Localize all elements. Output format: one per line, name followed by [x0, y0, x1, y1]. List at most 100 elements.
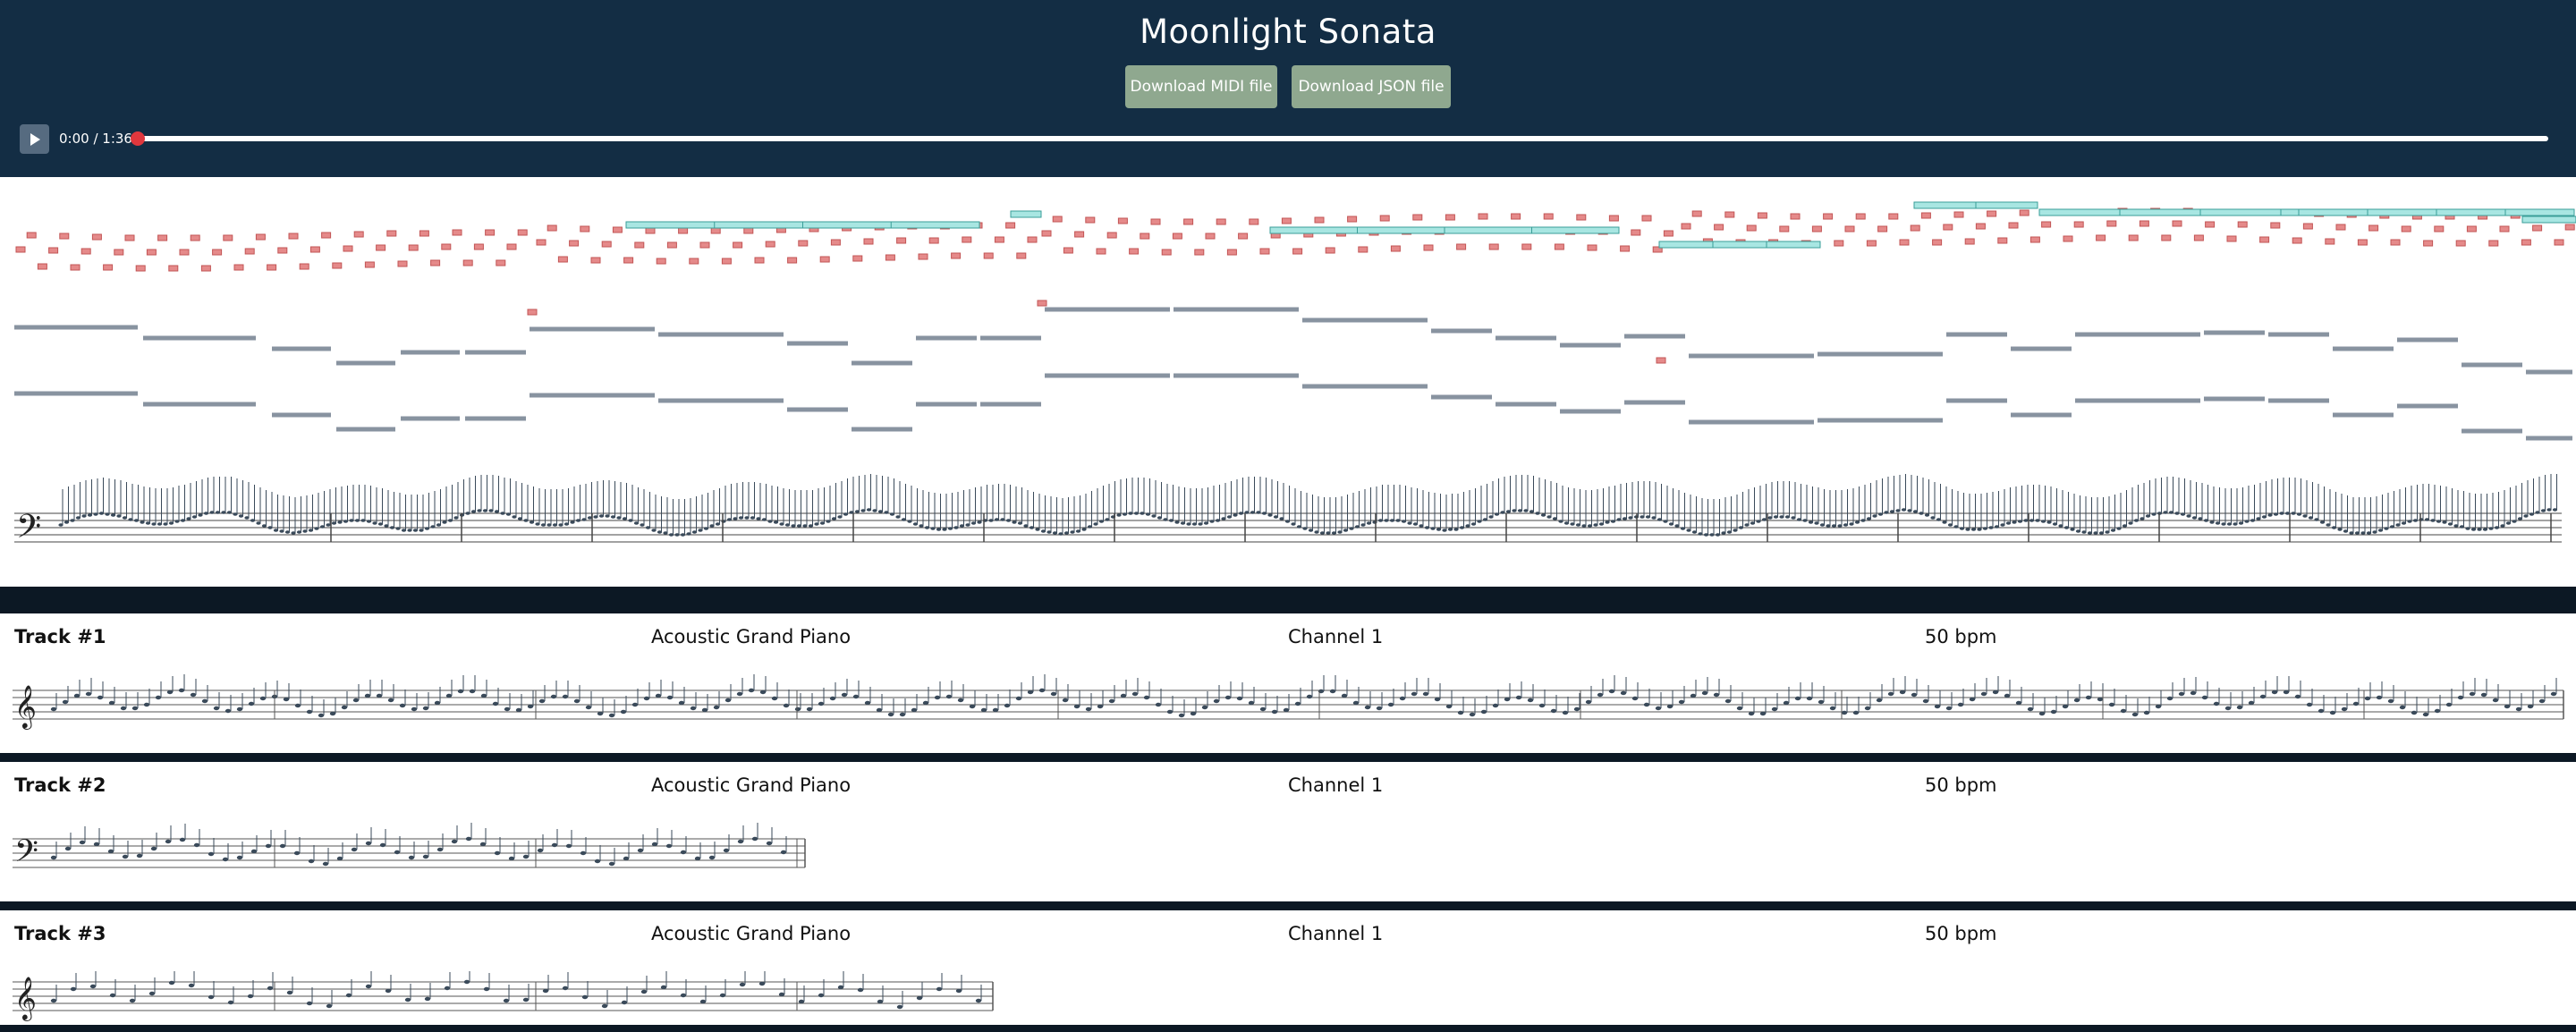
note-head	[354, 519, 360, 522]
note-head	[621, 1000, 628, 1005]
note-head	[2004, 693, 2011, 698]
piano-roll-note	[2521, 216, 2576, 224]
note-head	[1663, 520, 1668, 523]
note-head	[2535, 511, 2540, 514]
note-head	[657, 530, 663, 534]
note-head	[1203, 521, 1209, 525]
download-midi-button[interactable]: Download MIDI file	[1125, 65, 1277, 108]
note-head	[1352, 700, 1360, 706]
note-head	[1331, 531, 1337, 535]
note-head	[1701, 690, 1708, 696]
note-head	[322, 861, 329, 867]
piano-roll-note	[1005, 222, 1016, 229]
note-head	[934, 695, 941, 700]
note-head	[907, 520, 912, 523]
note-head	[538, 698, 546, 704]
note-head	[581, 994, 589, 1000]
piano-roll-note	[59, 233, 70, 240]
note-head	[1818, 699, 1825, 705]
note-head	[79, 840, 86, 845]
piano-roll-note	[473, 243, 484, 250]
piano-roll-note	[557, 256, 568, 263]
note-head	[587, 516, 593, 520]
piano-roll-note	[1511, 213, 1521, 220]
note-head	[174, 520, 180, 523]
piano-roll-canvas: 𝄢	[14, 201, 2576, 554]
note-head	[457, 689, 464, 694]
note-head	[1504, 697, 1511, 702]
note-head	[1326, 531, 1331, 535]
note-head	[1922, 698, 1929, 704]
note-head	[399, 703, 406, 708]
piano-roll-note	[1140, 233, 1150, 240]
note-head	[70, 519, 75, 522]
note-head	[133, 519, 140, 522]
note-head	[1151, 514, 1157, 518]
piano-roll-note	[710, 227, 721, 234]
piano-roll-note	[386, 230, 397, 237]
note-head	[1796, 518, 1802, 521]
note-head	[686, 532, 691, 536]
note-head	[2250, 519, 2256, 522]
note-head	[761, 518, 767, 521]
note-head	[1724, 698, 1732, 704]
seek-bar[interactable]	[135, 136, 2548, 141]
note-head	[1017, 521, 1023, 525]
piano-roll-note	[2041, 221, 2052, 228]
audio-player: 0:00 / 1:36	[20, 124, 2558, 154]
piano-roll-note	[1823, 213, 1834, 220]
note-head	[594, 859, 601, 864]
piano-roll-note	[2008, 222, 2019, 229]
piano-roll-note	[267, 264, 277, 271]
note-head	[1341, 693, 1348, 698]
note-head	[1876, 698, 1883, 703]
note-head	[1750, 521, 1756, 525]
piano-roll-note	[1216, 218, 1226, 225]
note-head	[1419, 524, 1424, 528]
note-head	[331, 521, 337, 525]
note-head	[1372, 520, 1377, 524]
piano-roll-note	[2325, 238, 2335, 245]
note-head	[959, 524, 965, 528]
note-head	[1934, 704, 1941, 709]
note-head	[778, 992, 785, 997]
piano-roll-note	[1183, 218, 1194, 225]
staff-notation: 𝄞	[13, 674, 2564, 730]
note-head	[2012, 520, 2017, 524]
note-head	[1726, 530, 1733, 534]
piano-roll-note	[547, 224, 557, 232]
play-button[interactable]	[20, 124, 49, 154]
note-head	[975, 998, 982, 1003]
note-head	[180, 519, 186, 522]
piano-roll-note	[200, 265, 211, 272]
note-head	[2163, 511, 2168, 514]
note-head	[407, 529, 412, 532]
note-head	[2198, 517, 2203, 520]
note-head	[1070, 530, 1075, 534]
note-head	[678, 700, 685, 706]
note-head	[116, 514, 122, 518]
note-head	[922, 700, 929, 706]
piano-roll-note	[994, 236, 1004, 243]
note-head	[250, 519, 256, 522]
note-head	[1469, 712, 1476, 717]
note-head	[857, 987, 864, 993]
note-head	[166, 689, 174, 695]
note-head	[2097, 697, 2104, 702]
note-head	[1354, 525, 1360, 529]
note-head	[385, 988, 392, 994]
note-head	[1174, 520, 1180, 524]
note-head	[2430, 519, 2436, 522]
note-head	[1224, 695, 1232, 700]
seek-handle[interactable]	[131, 131, 145, 146]
note-head	[2284, 512, 2291, 515]
note-head	[221, 511, 226, 514]
melody-notes	[15, 207, 2575, 364]
download-json-button[interactable]: Download JSON file	[1292, 65, 1451, 108]
note-head	[637, 848, 644, 853]
note-head	[1273, 515, 1279, 519]
note-head	[1988, 526, 1994, 529]
note-head	[2512, 520, 2517, 523]
note-head	[736, 691, 743, 697]
note-head	[2296, 512, 2302, 516]
